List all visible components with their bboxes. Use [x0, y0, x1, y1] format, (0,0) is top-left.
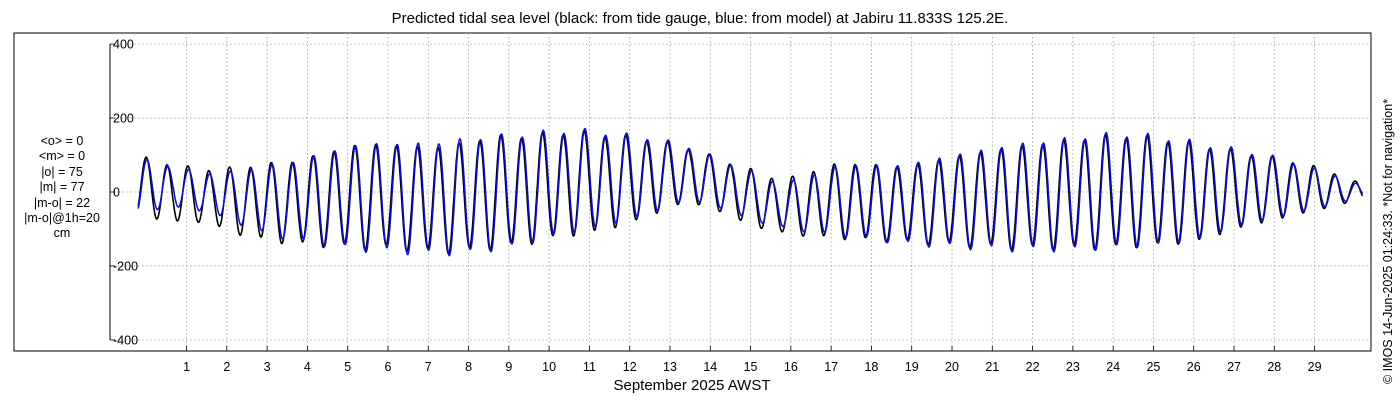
x-tick-label: 10 — [542, 360, 556, 374]
stat-mean-model: <m> = 0 — [38, 149, 86, 164]
x-tick-label: 6 — [385, 360, 392, 374]
stat-abs-diff: |m-o| = 22 — [33, 195, 91, 210]
y-tick-label: -200 — [113, 259, 138, 273]
x-tick-label: 3 — [264, 360, 271, 374]
x-tick-label: 2 — [223, 360, 230, 374]
x-tick-label: 19 — [905, 360, 919, 374]
x-tick-label: 12 — [623, 360, 637, 374]
x-tick-label: 21 — [985, 360, 999, 374]
stat-abs-observed: |o| = 75 — [41, 164, 83, 179]
x-tick-label: 4 — [304, 360, 311, 374]
statistics-panel: <o> = 0 <m> = 0 |o| = 75 |m| = 77 |m-o| … — [12, 134, 112, 242]
copyright-note: © IMOS 14-Jun-2025 01:24:33. *Not for na… — [1381, 98, 1395, 384]
grid-lines — [110, 33, 1371, 351]
x-tick-label: 28 — [1267, 360, 1281, 374]
x-tick-label: 13 — [663, 360, 677, 374]
model-series-line — [137, 127, 1364, 257]
x-tick-label: 29 — [1308, 360, 1322, 374]
x-tick-label: 20 — [945, 360, 959, 374]
chart-title: Predicted tidal sea level (black: from t… — [391, 10, 1009, 27]
x-tick-label: 23 — [1066, 360, 1080, 374]
x-tick-label: 17 — [824, 360, 838, 374]
stat-mean-observed: <o> = 0 — [40, 134, 84, 148]
x-tick-label: 9 — [505, 360, 512, 374]
x-tick-label: 15 — [744, 360, 758, 374]
stat-abs-model: |m| = 77 — [39, 180, 85, 195]
x-axis-label: September 2025 AWST — [613, 377, 770, 394]
y-tick-label: 0 — [113, 186, 120, 200]
x-tick-label: 22 — [1026, 360, 1040, 374]
x-tick-label: 5 — [344, 360, 351, 374]
stat-units: cm — [53, 226, 71, 241]
x-tick-label: 24 — [1106, 360, 1120, 374]
x-tick-label: 16 — [784, 360, 798, 374]
y-tick-label: 200 — [113, 112, 134, 126]
x-tick-label: 8 — [465, 360, 472, 374]
y-tick-label: -400 — [113, 333, 138, 347]
stat-abs-diff-1h: |m-o|@1h=20 — [24, 211, 100, 226]
x-tick-label: 18 — [864, 360, 878, 374]
axes: 1 2 3 4 5 6 7 8 9 10 11 12 13 14 15 16 17 18 19 20 21 22 23 24 2… — [109, 38, 1322, 374]
x-tick-label: 25 — [1146, 360, 1160, 374]
x-tick-label: 7 — [425, 360, 432, 374]
x-tick-label: 11 — [583, 360, 596, 374]
x-tick-label: 14 — [703, 360, 717, 374]
x-tick-label: 26 — [1187, 360, 1201, 374]
data-series — [137, 127, 1364, 257]
x-tick-label: 27 — [1227, 360, 1241, 374]
y-tick-label: 400 — [113, 38, 134, 52]
x-tick-label: 1 — [183, 360, 190, 374]
